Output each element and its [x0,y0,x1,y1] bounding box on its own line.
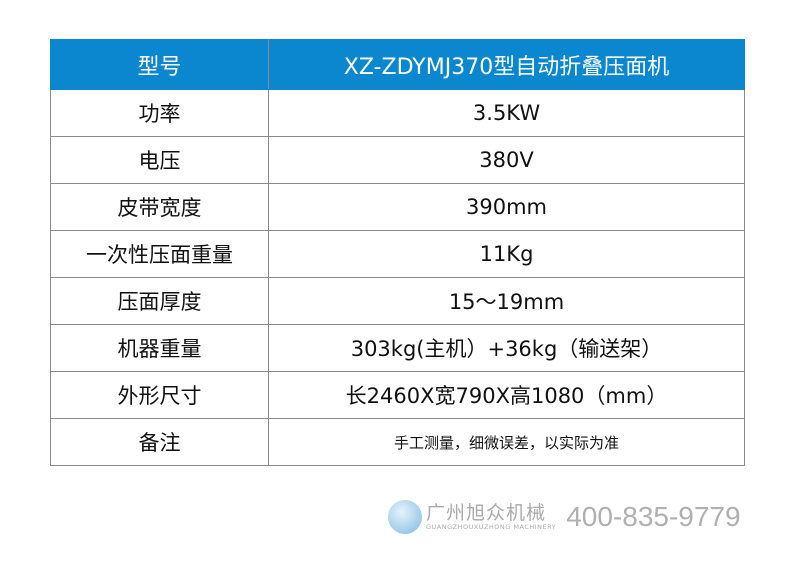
row-value: 15～19mm [268,277,745,325]
brand-name-cn: 广州旭众机械 [426,502,547,524]
row-key: 功率 [50,89,269,137]
row-value: 3.5KW [268,89,745,137]
table-row: 一次性压面重量 11Kg [50,230,745,278]
brand-name-en: GUANGZHOUXUZHONG MACHINERY [426,523,557,531]
spec-table: 型号 XZ-ZDYMJ370型自动折叠压面机 功率 3.5KW 电压 380V 皮带… [50,39,745,466]
phone-number: 400-835-9779 [566,501,741,532]
row-value: 380V [268,136,745,184]
table-row: 功率 3.5KW [50,89,745,137]
row-value: 390mm [268,183,745,231]
table-row: 压面厚度 15～19mm [50,277,745,325]
row-key: 皮带宽度 [50,183,269,231]
row-value: 303kg(主机）+36kg（输送架） [268,324,745,372]
row-value: 长2460X宽790X高1080（mm） [268,371,745,419]
row-key: 压面厚度 [50,277,269,325]
header-value: XZ-ZDYMJ370型自动折叠压面机 [268,39,745,90]
table-row: 备注 手工测量，细微误差，以实际为准 [50,418,745,466]
row-key: 电压 [50,136,269,184]
row-key: 机器重量 [50,324,269,372]
row-key: 一次性压面重量 [50,230,269,278]
row-value: 11Kg [268,230,745,278]
table-header-row: 型号 XZ-ZDYMJ370型自动折叠压面机 [50,39,745,90]
row-key: 外形尺寸 [50,371,269,419]
brand: 广州旭众机械 GUANGZHOUXUZHONG MACHINERY [426,503,556,531]
header-key: 型号 [50,39,269,90]
footer-watermark: 广州旭众机械 GUANGZHOUXUZHONG MACHINERY 400-83… [388,500,741,534]
row-key: 备注 [50,418,269,466]
table-row: 皮带宽度 390mm [50,183,745,231]
company-logo-icon [388,500,422,534]
table-row: 电压 380V [50,136,745,184]
table-row: 外形尺寸 长2460X宽790X高1080（mm） [50,371,745,419]
row-value: 手工测量，细微误差，以实际为准 [268,418,745,466]
table-row: 机器重量 303kg(主机）+36kg（输送架） [50,324,745,372]
